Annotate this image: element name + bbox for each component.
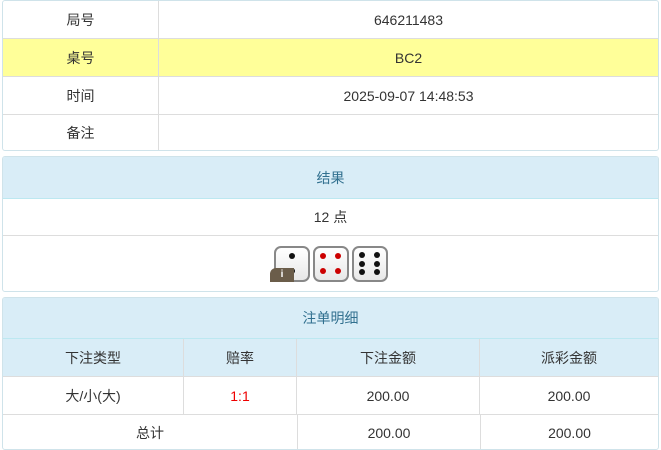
bets-title: 注单明细: [3, 298, 658, 339]
table-row: 大/小(大) 1:1 200.00 200.00: [3, 376, 658, 414]
label: 局号: [66, 11, 95, 28]
die-6: [351, 245, 388, 282]
value: [158, 115, 658, 150]
pip: [359, 269, 366, 276]
total-payout: 200.00: [480, 415, 658, 449]
pip: [334, 267, 341, 274]
label: 桌号: [66, 49, 95, 66]
result-panel: 结果 12 点: [2, 156, 659, 292]
pip: [373, 260, 380, 267]
label: 时间: [66, 87, 95, 104]
row-time: 时间 2025-09-07 14:48:53: [3, 76, 658, 114]
pip: [373, 269, 380, 276]
pip: [320, 253, 327, 260]
bets-header-row: 下注类型 赔率 下注金额 派彩金额: [3, 339, 658, 376]
label: 备注: [66, 124, 95, 141]
value: 646211483: [158, 1, 658, 38]
pip: [334, 253, 341, 260]
dice-row: [3, 236, 658, 291]
total-amount: 200.00: [297, 415, 480, 449]
col-amount: 下注金额: [296, 339, 479, 376]
row-table-number: 桌号 BC2: [3, 38, 658, 76]
row-round-number: 局号 646211483: [3, 1, 658, 38]
result-title: 结果: [3, 157, 658, 199]
value: BC2: [158, 39, 658, 76]
col-bet-type: 下注类型: [65, 349, 121, 366]
row-remark: 备注: [3, 114, 658, 150]
total-row: 总计 200.00 200.00: [3, 414, 658, 449]
result-points: 12 点: [3, 199, 658, 236]
col-payout: 派彩金额: [479, 339, 658, 376]
value: 2025-09-07 14:48:53: [158, 77, 658, 114]
total-label: 总计: [136, 425, 164, 441]
die-4: [312, 245, 349, 282]
bet-details-panel: 注单明细 下注类型 赔率 下注金额 派彩金额 大/小(大) 1:1 200.00…: [2, 297, 659, 450]
bet-type: 大/小(大): [65, 387, 121, 404]
info-icon[interactable]: i: [270, 268, 294, 282]
pip: [373, 251, 380, 258]
pip: [359, 251, 366, 258]
amount: 200.00: [296, 377, 479, 414]
payout: 200.00: [479, 377, 658, 414]
pip: [320, 267, 327, 274]
pip: [359, 260, 366, 267]
odds: 1:1: [183, 377, 296, 414]
round-info-table: 局号 646211483 桌号 BC2 时间 2025-09-07 14:48:53 …: [2, 0, 659, 151]
col-odds: 赔率: [183, 339, 296, 376]
pip: [288, 253, 295, 260]
